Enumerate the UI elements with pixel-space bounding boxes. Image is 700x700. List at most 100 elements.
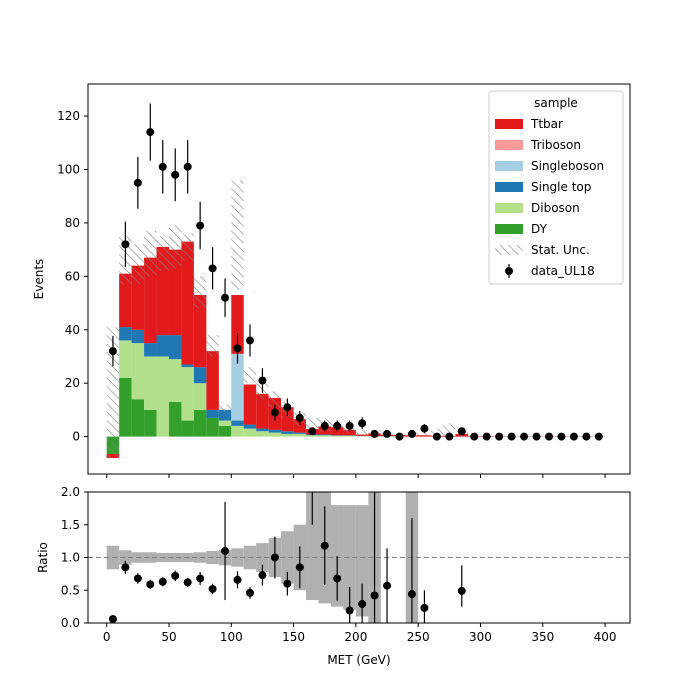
top-y-tick-label: 120	[57, 109, 80, 123]
ratio-point	[258, 571, 267, 580]
top-y-tick-label: 80	[65, 216, 80, 230]
data-point	[308, 427, 317, 436]
data-point	[532, 432, 541, 441]
bar	[281, 431, 294, 434]
unc-bin	[156, 236, 169, 271]
bottom-y-tick-label: 1.0	[61, 551, 80, 565]
bar	[231, 353, 244, 421]
bar	[256, 428, 269, 432]
ratio-point	[121, 563, 130, 572]
legend-label: Stat. Unc.	[531, 243, 590, 257]
legend-label: data_UL18	[531, 264, 595, 278]
unc-bin	[430, 428, 444, 437]
bar	[206, 409, 219, 418]
data-point	[482, 432, 491, 441]
ratio-point	[158, 577, 167, 586]
bottom-y-tick-label: 2.0	[61, 485, 80, 499]
unc-bin	[181, 233, 194, 261]
ratio-point	[370, 591, 379, 600]
bar	[193, 367, 207, 384]
unc-bin	[268, 391, 282, 408]
legend-marker	[505, 267, 513, 275]
ratio-point	[270, 553, 279, 562]
top-y-tick-label: 20	[65, 376, 80, 390]
data-point	[594, 432, 603, 441]
legend-entry: Ttbar	[495, 117, 563, 131]
data-point	[108, 347, 117, 356]
bar	[218, 425, 232, 437]
legend-label: DY	[531, 222, 548, 236]
data-point	[158, 162, 167, 171]
legend-swatch	[495, 203, 523, 213]
bar	[268, 432, 282, 437]
bar	[281, 433, 294, 437]
top-y-tick-label: 100	[57, 162, 80, 176]
data-point	[221, 293, 230, 302]
data-point	[233, 344, 242, 353]
bar	[256, 431, 269, 437]
legend-entry: Single top	[495, 180, 591, 194]
top-axes-frame	[87, 83, 631, 475]
ratio-unc-bin	[281, 531, 294, 584]
ratio-point	[196, 574, 205, 583]
x-tick-label: 0	[103, 630, 111, 644]
data-point	[358, 419, 367, 428]
legend-entry: Diboson	[495, 201, 580, 215]
ratio-unc-bin	[168, 552, 182, 563]
data-point	[270, 408, 279, 417]
x-tick-label: 350	[531, 630, 554, 644]
bar	[119, 340, 132, 378]
data-point	[395, 432, 404, 441]
legend-swatch	[495, 245, 523, 255]
bar	[193, 383, 207, 410]
ratio-point	[320, 541, 329, 550]
bar	[131, 329, 145, 344]
bar	[168, 401, 182, 437]
unc-bin	[443, 423, 456, 437]
ratio-point	[146, 580, 155, 589]
data-point	[507, 432, 516, 441]
data-point	[208, 264, 217, 273]
data-point	[420, 424, 429, 433]
top-plot-area	[106, 103, 606, 458]
legend-box	[488, 90, 624, 285]
top-y-tick-label: 60	[65, 269, 80, 283]
bar	[243, 428, 257, 437]
legend-swatch	[495, 182, 523, 192]
data-point	[333, 421, 342, 430]
ratio-point	[245, 588, 254, 597]
bar	[355, 436, 369, 437]
unc-bin	[243, 367, 257, 384]
unc-bin	[306, 417, 319, 432]
ratio-point	[295, 563, 304, 572]
ratio-panel	[88, 492, 630, 623]
x-tick-label: 100	[220, 630, 243, 644]
legend-swatch	[495, 140, 523, 150]
bar	[306, 435, 319, 437]
x-tick-label: 400	[594, 630, 617, 644]
legend-swatch	[495, 224, 523, 234]
legend-swatch	[495, 119, 523, 129]
legend-entry: Triboson	[495, 138, 581, 152]
unc-bin	[231, 180, 244, 290]
unc-bin	[218, 404, 232, 413]
bar	[144, 409, 157, 437]
bar	[318, 434, 331, 436]
data-point	[407, 429, 416, 438]
top-panel	[106, 103, 606, 458]
ratio-unc-bin	[231, 548, 244, 567]
bar	[168, 249, 182, 336]
bar	[131, 343, 145, 400]
ratio-point	[233, 575, 242, 584]
bar	[231, 420, 244, 426]
ratio-unc-bin	[343, 505, 356, 610]
bar	[243, 384, 257, 425]
bar	[168, 359, 182, 402]
series-dy	[106, 377, 232, 458]
data-point	[121, 240, 130, 249]
data-point	[445, 432, 454, 441]
ratio-points	[108, 492, 466, 623]
data-point	[545, 432, 554, 441]
ratio-point	[383, 581, 392, 590]
unc-bin	[418, 432, 431, 437]
